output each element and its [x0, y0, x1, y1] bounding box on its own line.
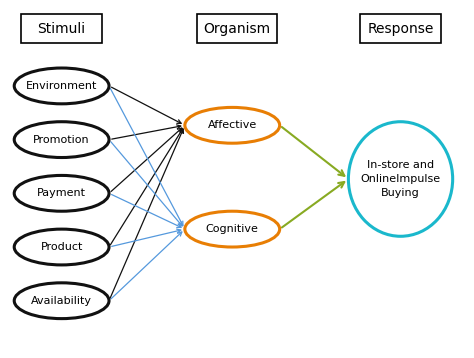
FancyArrowPatch shape: [112, 125, 181, 139]
FancyArrowPatch shape: [111, 232, 182, 299]
Text: Cognitive: Cognitive: [206, 224, 259, 234]
Ellipse shape: [14, 283, 109, 319]
Text: Payment: Payment: [37, 188, 86, 198]
FancyArrowPatch shape: [282, 127, 345, 176]
FancyBboxPatch shape: [21, 14, 102, 43]
FancyArrowPatch shape: [110, 129, 182, 245]
FancyArrowPatch shape: [110, 129, 183, 298]
Ellipse shape: [185, 107, 280, 143]
FancyArrowPatch shape: [111, 142, 182, 226]
FancyArrowPatch shape: [112, 229, 181, 246]
FancyArrowPatch shape: [282, 182, 344, 227]
Text: In-store and
OnlineImpulse
Buying: In-store and OnlineImpulse Buying: [360, 160, 441, 198]
FancyArrowPatch shape: [110, 88, 183, 226]
Text: Response: Response: [367, 21, 434, 36]
FancyArrowPatch shape: [111, 128, 182, 192]
Ellipse shape: [14, 175, 109, 211]
Ellipse shape: [14, 122, 109, 158]
Text: Environment: Environment: [26, 81, 97, 91]
FancyArrowPatch shape: [111, 87, 181, 124]
FancyBboxPatch shape: [360, 14, 441, 43]
Ellipse shape: [185, 211, 280, 247]
FancyArrowPatch shape: [111, 194, 181, 227]
Ellipse shape: [348, 122, 453, 236]
FancyBboxPatch shape: [197, 14, 277, 43]
Ellipse shape: [14, 68, 109, 104]
Ellipse shape: [14, 229, 109, 265]
Text: Affective: Affective: [208, 120, 257, 130]
Text: Promotion: Promotion: [33, 135, 90, 145]
Text: Organism: Organism: [203, 21, 271, 36]
Text: Availability: Availability: [31, 296, 92, 306]
Text: Stimuli: Stimuli: [37, 21, 86, 36]
Text: Product: Product: [40, 242, 83, 252]
